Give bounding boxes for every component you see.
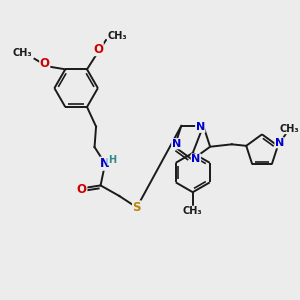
Text: CH₃: CH₃ xyxy=(183,206,203,216)
Text: N: N xyxy=(191,154,201,164)
Text: CH₃: CH₃ xyxy=(107,31,127,40)
Text: H: H xyxy=(108,155,116,165)
Text: N: N xyxy=(100,157,110,170)
Text: O: O xyxy=(77,183,87,196)
Text: N: N xyxy=(275,138,284,148)
Text: S: S xyxy=(133,201,141,214)
Text: N: N xyxy=(172,139,181,149)
Text: N: N xyxy=(196,122,205,132)
Text: CH₃: CH₃ xyxy=(280,124,299,134)
Text: O: O xyxy=(93,43,103,56)
Text: O: O xyxy=(40,57,50,70)
Text: CH₃: CH₃ xyxy=(13,48,32,58)
